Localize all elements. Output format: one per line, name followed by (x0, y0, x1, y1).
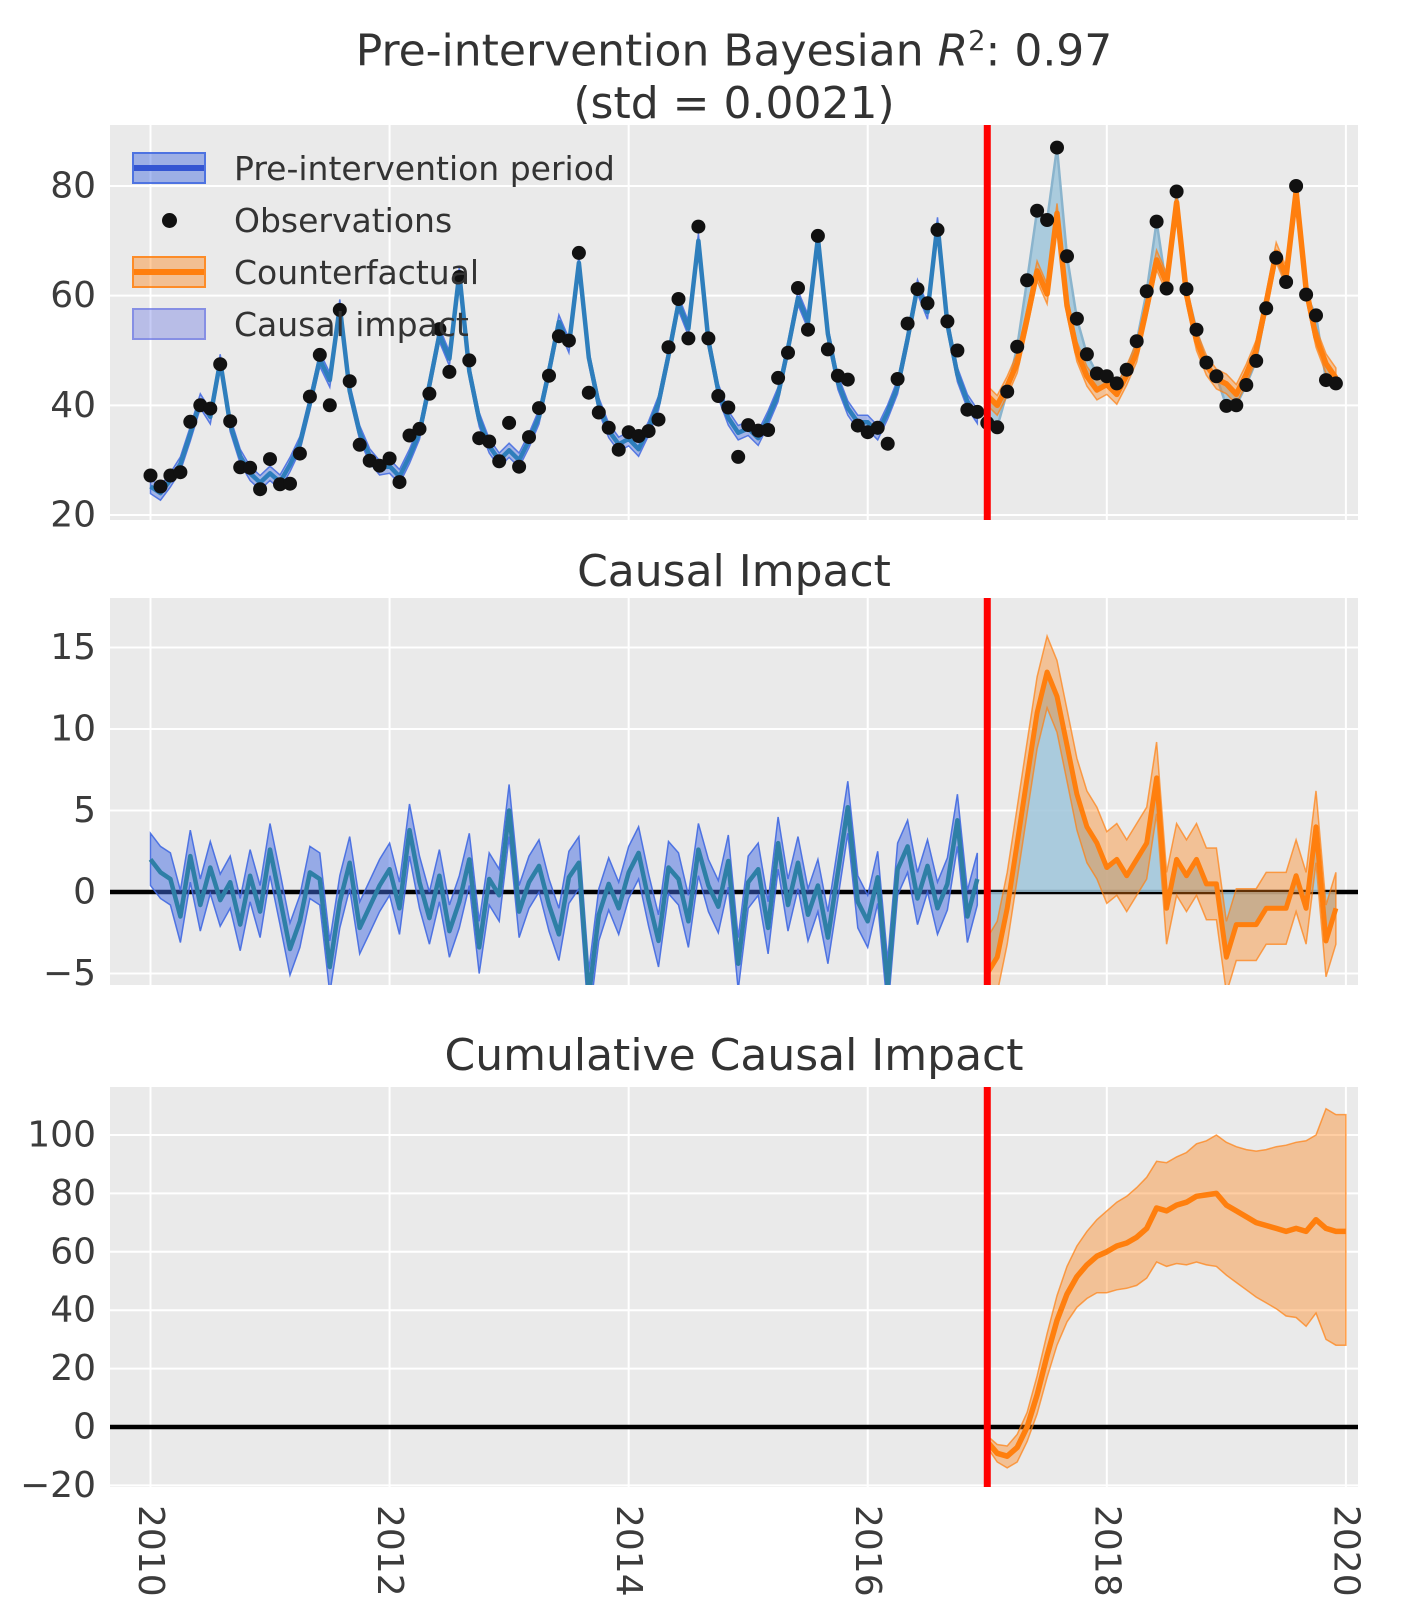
middle-panel-title: Causal Impact (577, 546, 891, 597)
legend-label: Causal impact (234, 304, 469, 344)
counterfactual-line-swatch (134, 269, 204, 275)
y-tick-label: 60 (50, 1231, 96, 1272)
top-title-line2: (std = 0.0021) (573, 77, 895, 129)
legend-item-counterfactual: Counterfactual (132, 248, 615, 296)
y-tick-label: −20 (20, 1465, 96, 1506)
legend-item-observations: Observations (132, 196, 615, 244)
x-tick-label: 2020 (1325, 1505, 1366, 1597)
y-tick-label: 60 (50, 275, 96, 316)
impact-zero-fill (987, 672, 1336, 974)
x-tick-labels: 2010 2012 2014 2016 2018 2020 (130, 1505, 1366, 1597)
impact-post-line (985, 669, 1339, 975)
pre-intervention-band-swatch (132, 152, 206, 184)
panel-pointwise-causal-impact: −5 0 5 10 15 (43, 598, 1358, 994)
x-tick-label: 2018 (1086, 1505, 1127, 1597)
y-tick-labels: −20 0 20 40 60 80 100 (20, 1115, 96, 1506)
bottom-panel-title: Cumulative Causal Impact (444, 1030, 1024, 1081)
y-tick-label: 80 (50, 166, 96, 207)
top-panel-title: Pre-intervention Bayesian R2: 0.97 (std … (110, 16, 1358, 130)
legend-item-causal-impact: Causal impact (132, 300, 615, 348)
observations-dot-swatch-wrap (132, 212, 206, 228)
cumulative-band (986, 1107, 1347, 1469)
panel-series (110, 1107, 1358, 1469)
y-tick-label: 40 (50, 1290, 96, 1331)
x-tick-label: 2016 (847, 1505, 888, 1597)
panel-series (110, 633, 1358, 985)
legend-item-pre-intervention: Pre-intervention period (132, 144, 615, 192)
observation-dots (143, 140, 1343, 497)
top-title-line1: Pre-intervention Bayesian R2: 0.97 (355, 25, 1113, 77)
legend-label: Counterfactual (234, 252, 480, 292)
y-tick-label: 15 (50, 627, 96, 668)
x-tick-label: 2010 (130, 1505, 171, 1597)
y-tick-label: 20 (50, 495, 96, 536)
x-tick-label: 2014 (608, 1505, 649, 1597)
panel-background (110, 1087, 1358, 1487)
panel-series (143, 140, 1343, 502)
y-tick-label: 40 (50, 385, 96, 426)
panel-cumulative-causal-impact: −20 0 20 40 60 80 100 (20, 1087, 1358, 1506)
y-tick-label: 0 (73, 872, 96, 913)
y-tick-label: 20 (50, 1348, 96, 1389)
causal-impact-patch-swatch (132, 308, 206, 340)
y-tick-label: 80 (50, 1173, 96, 1214)
counterfactual-band-swatch (132, 256, 206, 288)
legend-label: Observations (234, 200, 453, 240)
y-tick-label: −5 (43, 953, 96, 994)
impact-pre-line (148, 804, 980, 985)
pre-intervention-line-swatch (134, 165, 204, 171)
legend: Pre-intervention period Observations Cou… (132, 144, 615, 348)
y-tick-label: 0 (73, 1407, 96, 1448)
x-tick-label: 2012 (369, 1505, 410, 1597)
observations-dot-swatch (161, 212, 177, 228)
legend-label: Pre-intervention period (234, 148, 615, 188)
y-tick-label: 100 (27, 1115, 96, 1156)
cumulative-line (985, 1190, 1346, 1459)
impact-pre-band (149, 781, 979, 985)
panel-observations-vs-counterfactual: 20 40 60 80 (50, 125, 1358, 536)
y-tick-labels: −5 0 5 10 15 (43, 627, 96, 994)
y-tick-label: 5 (73, 790, 96, 831)
y-tick-label: 10 (50, 709, 96, 750)
y-tick-labels: 20 40 60 80 (50, 166, 96, 536)
